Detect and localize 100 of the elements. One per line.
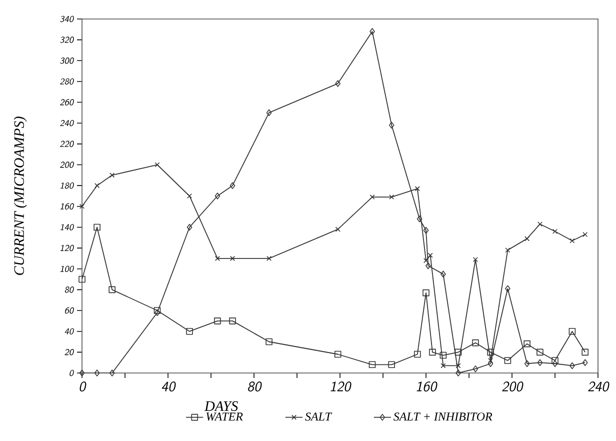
point	[186, 193, 192, 199]
y-tick-label: 260	[60, 99, 74, 106]
point	[524, 236, 530, 242]
y-tick-label: 140	[60, 224, 74, 230]
point	[456, 370, 461, 376]
x-tick-label: 40	[162, 382, 176, 392]
point	[266, 109, 272, 116]
y-tick-label: 40	[64, 328, 74, 334]
point	[388, 361, 395, 368]
point	[582, 232, 588, 238]
point	[505, 285, 510, 292]
point	[230, 256, 236, 261]
point	[335, 80, 340, 87]
y-tick-label: 160	[60, 203, 74, 210]
point	[214, 318, 221, 324]
point	[94, 183, 100, 188]
point	[368, 361, 376, 368]
point	[422, 289, 430, 296]
point	[582, 348, 588, 356]
point	[78, 276, 86, 283]
x-tick-label: 120	[330, 382, 352, 392]
point	[370, 194, 375, 200]
x-tick-label: 160	[416, 382, 438, 392]
point	[428, 252, 433, 258]
point	[454, 348, 462, 356]
point	[229, 318, 236, 324]
point	[79, 370, 85, 376]
point	[472, 339, 479, 346]
point	[552, 228, 558, 234]
x-axis-title: DAYS	[204, 401, 238, 411]
point	[154, 307, 161, 314]
point	[266, 338, 272, 346]
point	[504, 357, 512, 364]
point	[94, 224, 100, 231]
point	[440, 363, 446, 368]
point	[214, 192, 220, 200]
y-tick-label: 80	[64, 286, 74, 293]
point	[488, 358, 494, 364]
x-tick-label: 240	[588, 382, 610, 392]
point	[429, 348, 436, 356]
point	[582, 359, 588, 366]
point	[94, 370, 100, 376]
x-tick-label: 0	[80, 382, 86, 392]
point	[110, 172, 115, 178]
point	[370, 28, 375, 35]
point	[524, 340, 530, 348]
y-tick-label: 100	[60, 266, 74, 272]
point	[537, 359, 543, 366]
point	[414, 350, 421, 358]
y-tick-label: 20	[64, 349, 74, 356]
legend-label: SALT	[305, 412, 332, 421]
point	[472, 365, 478, 372]
point	[570, 362, 575, 370]
point	[416, 216, 422, 222]
x-tick-label: 80	[248, 382, 262, 392]
legend-label: SALT + INHIBITOR	[394, 412, 492, 421]
point	[414, 186, 420, 192]
y-tick-label: 280	[60, 78, 74, 85]
point	[524, 360, 530, 368]
point	[440, 352, 447, 359]
point	[440, 270, 446, 278]
y-tick-label: 200	[60, 162, 74, 168]
y-tick-label: 180	[60, 182, 74, 189]
point	[389, 194, 394, 200]
point	[154, 309, 160, 316]
point	[108, 286, 116, 294]
y-tick-label: 0	[70, 370, 74, 376]
point	[568, 328, 576, 335]
point	[488, 360, 494, 368]
point	[388, 122, 394, 129]
y-tick-label: 340	[60, 16, 74, 22]
y-tick-label: 240	[60, 120, 74, 126]
y-axis-title: CURRENT (MICROAMPS)	[14, 116, 27, 275]
x-tick-label: 200	[502, 382, 524, 392]
point	[154, 162, 160, 168]
point	[109, 370, 115, 376]
point	[552, 357, 558, 364]
point	[335, 226, 340, 232]
point	[537, 222, 542, 227]
point	[570, 238, 575, 244]
y-tick-label: 120	[60, 244, 74, 252]
point	[214, 256, 220, 261]
point	[426, 262, 431, 270]
point	[79, 204, 85, 209]
y-tick-label: 300	[60, 58, 74, 64]
point	[230, 182, 236, 189]
point	[334, 350, 342, 358]
y-tick-label: 320	[60, 36, 74, 43]
y-tick-label: 220	[60, 140, 74, 148]
legend-label: WATER	[206, 412, 243, 421]
point	[472, 256, 478, 262]
point	[423, 226, 429, 234]
point	[505, 248, 510, 253]
point	[266, 256, 272, 261]
point	[487, 348, 494, 356]
point	[186, 328, 193, 335]
point	[536, 348, 544, 356]
y-tick-label: 60	[65, 307, 74, 314]
point	[186, 224, 192, 231]
point	[456, 363, 461, 368]
